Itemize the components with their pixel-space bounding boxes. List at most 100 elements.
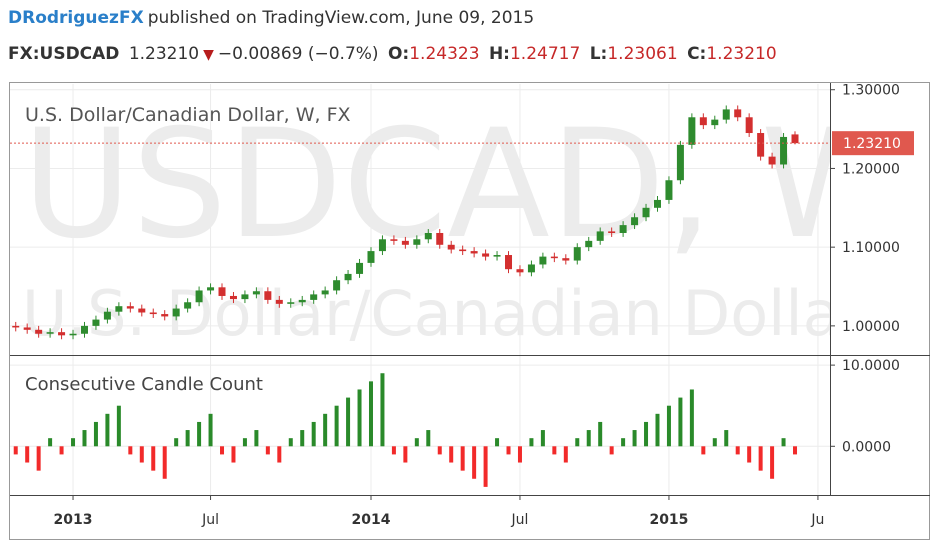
bar <box>116 405 121 447</box>
bar <box>483 446 488 487</box>
bar <box>242 438 247 447</box>
candle-body <box>58 332 66 336</box>
candle-body <box>184 302 192 309</box>
candle-body <box>653 199 661 208</box>
bar <box>36 446 41 471</box>
x-tick-label: 2015 <box>649 512 688 528</box>
last-price: 1.23210 <box>128 44 200 64</box>
bar <box>220 446 225 455</box>
bar <box>712 438 717 447</box>
x-tick-label: Jul <box>511 512 529 528</box>
watermark-subtitle: U.S. Dollar/Canadian Dollar <box>22 277 867 350</box>
candle-body <box>722 109 730 120</box>
bar <box>575 438 580 447</box>
ohlc-key: O: <box>387 44 410 64</box>
bar <box>82 430 87 447</box>
candle-body <box>562 258 570 261</box>
candle-body <box>229 295 237 300</box>
candle-body <box>665 180 673 200</box>
bar <box>254 430 259 447</box>
bar <box>563 446 568 463</box>
last-price-label: 1.23210 <box>843 136 901 152</box>
candle-body <box>92 319 100 326</box>
author-link[interactable]: DRodriguezFX <box>8 8 144 28</box>
bar <box>300 430 305 447</box>
candle-body <box>172 308 180 317</box>
bar <box>644 421 649 447</box>
candle-body <box>195 290 203 303</box>
y-tick-label: 1.00000 <box>842 319 900 335</box>
published-text: published on TradingView.com, June 09, 2… <box>147 8 535 28</box>
symbol: FX:USDCAD <box>8 44 120 64</box>
ohlc-value: 1.23061 <box>607 44 678 64</box>
bar <box>334 405 339 447</box>
candle-body <box>161 314 169 317</box>
bar <box>231 446 236 463</box>
bar <box>93 421 98 447</box>
candle-body <box>413 239 421 245</box>
bar <box>391 446 396 455</box>
bar <box>323 413 328 447</box>
bar <box>368 381 373 447</box>
quote-line: FX:USDCAD 1.23210 ▼ −0.00869 (−0.7%) O:1.2… <box>8 44 781 64</box>
bar <box>426 430 431 447</box>
bar <box>747 446 752 463</box>
candle-body <box>103 311 111 320</box>
bar <box>105 413 110 447</box>
candle-body <box>734 109 742 118</box>
candle-body <box>596 231 604 241</box>
candle-body <box>310 294 318 300</box>
candle-body <box>390 239 398 241</box>
candle-body <box>436 232 444 245</box>
candle-body <box>642 207 650 218</box>
bar <box>770 446 775 479</box>
bar <box>517 446 522 463</box>
bar <box>265 446 270 455</box>
candle-body <box>287 302 295 304</box>
bar <box>793 446 798 455</box>
ohlc-value: 1.24717 <box>509 44 581 64</box>
bar <box>13 446 18 455</box>
candle-body <box>608 231 616 233</box>
candle-body <box>23 327 31 330</box>
candle-body <box>333 280 341 291</box>
bar <box>208 413 213 447</box>
bar <box>151 446 156 471</box>
bar <box>380 373 385 447</box>
bar <box>128 446 133 455</box>
bar <box>655 413 660 447</box>
candle-body <box>298 299 306 303</box>
bar <box>185 430 190 447</box>
bar <box>540 430 545 447</box>
candle-body <box>149 312 157 315</box>
candle-body <box>573 247 581 261</box>
bar <box>346 397 351 447</box>
bar <box>598 421 603 447</box>
x-tick-label: 2014 <box>352 512 391 528</box>
bar <box>288 438 293 447</box>
candle-body <box>424 232 432 240</box>
candle-body <box>447 244 455 250</box>
candle-body <box>241 294 249 300</box>
candle-body <box>585 240 593 248</box>
bar <box>506 446 511 455</box>
bar <box>59 446 64 455</box>
candle-body <box>550 256 558 259</box>
candle-body <box>768 156 776 165</box>
candle-body <box>356 262 364 274</box>
candle-body <box>115 306 123 312</box>
candle-body <box>321 290 329 295</box>
panel-title: Consecutive Candle Count <box>25 374 263 395</box>
bar <box>678 397 683 447</box>
bar <box>735 446 740 455</box>
bar <box>586 430 591 447</box>
candle-body <box>275 299 283 304</box>
x-tick-label: Ju <box>810 512 824 528</box>
bar <box>414 438 419 447</box>
candle-body <box>367 251 375 263</box>
candle-body <box>539 256 547 265</box>
candle-body <box>378 239 386 252</box>
bar <box>139 446 144 463</box>
